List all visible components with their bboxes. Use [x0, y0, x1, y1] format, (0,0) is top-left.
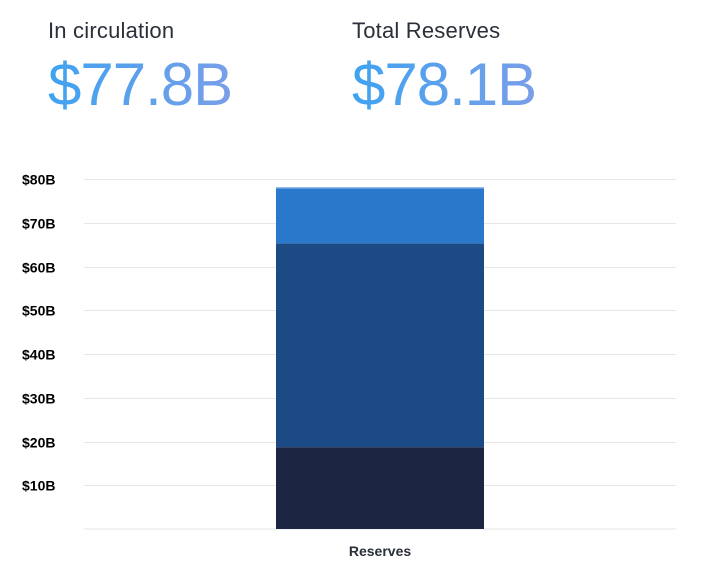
circulation-label: In circulation: [48, 18, 175, 43]
circulation-stat: In circulation $77.8B: [48, 16, 233, 120]
y-tick-label: $60B: [22, 260, 55, 276]
bar-segment: [276, 187, 484, 189]
y-tick-label: $10B: [22, 478, 55, 494]
circulation-value: $77.8B: [48, 51, 233, 118]
total-reserves-value: $78.1B: [352, 51, 537, 118]
y-tick-label: $30B: [22, 391, 55, 407]
y-tick-label: $50B: [22, 303, 55, 319]
bar-segment: [276, 447, 484, 529]
bar-segment: [276, 188, 484, 244]
y-tick-label: $20B: [22, 435, 55, 451]
y-tick-label: $40B: [22, 347, 55, 363]
total-reserves-stat: Total Reserves $78.1B: [352, 16, 537, 120]
y-tick-label: $70B: [22, 216, 55, 232]
x-category-label: Reserves: [349, 543, 411, 559]
bar-segment: [276, 243, 484, 448]
y-tick-label: $80B: [22, 172, 55, 188]
total-reserves-label: Total Reserves: [352, 18, 501, 43]
